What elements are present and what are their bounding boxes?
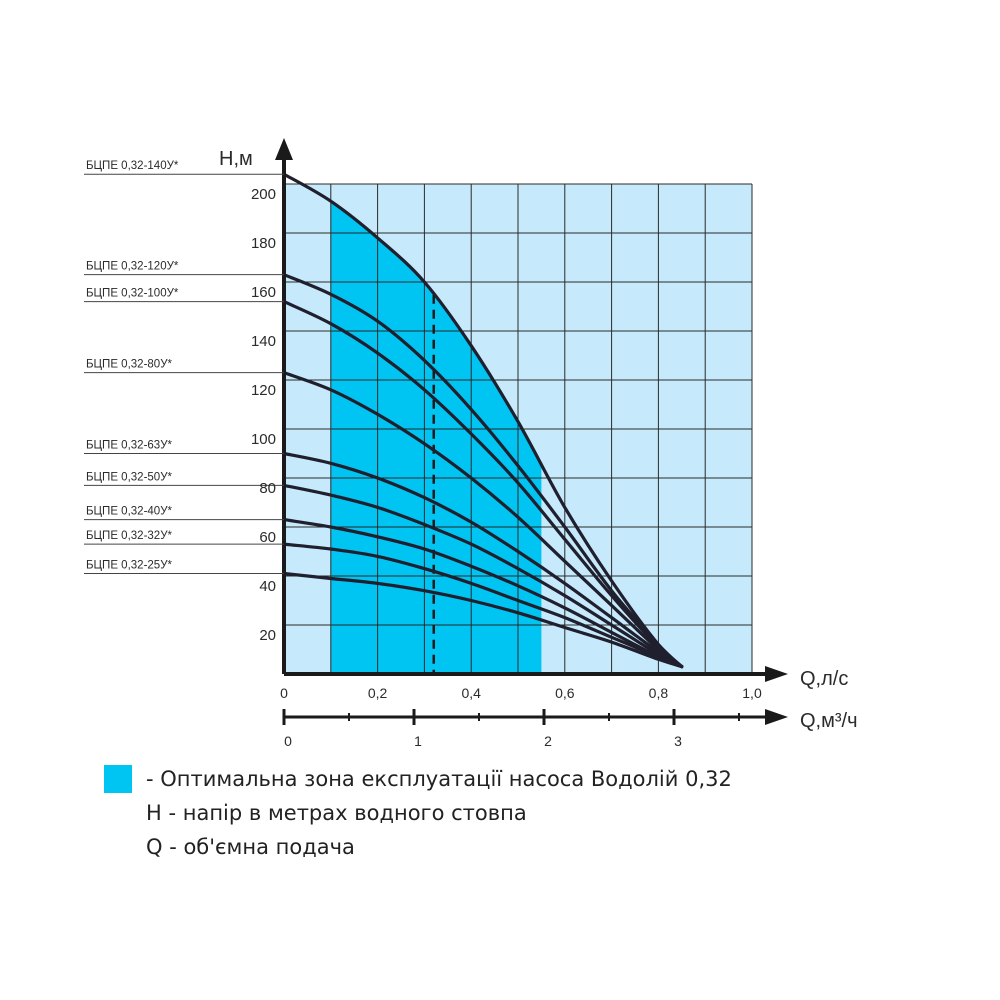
legend-optimal-zone-text: - Оптимальна зона експлуатації насоса Во… — [146, 767, 732, 791]
series-label-3: БЦПЕ 0,32-80У* — [86, 359, 172, 371]
series-curve-1 — [282, 273, 684, 669]
series-label-2: БЦПЕ 0,32-100У* — [86, 288, 179, 300]
series-curve-4 — [282, 451, 684, 669]
x-tick-label-5: 1,0 — [742, 685, 762, 701]
series-label-4: БЦПЕ 0,32-63У* — [86, 440, 172, 452]
y-tick-label-7: 160 — [251, 284, 276, 301]
series-label-0: БЦПЕ 0,32-140У* — [86, 160, 179, 172]
series-curve-0 — [282, 172, 684, 669]
y-axis-title: Н,м — [219, 148, 253, 170]
x-tick-label-2: 0,4 — [461, 685, 481, 701]
series-label-1: БЦПЕ 0,32-120У* — [86, 261, 179, 273]
x2-axis-arrow-icon — [765, 709, 788, 725]
pump-curves-chart: БЦПЕ 0,32-140У* БЦПЕ 0,32-120У* БЦПЕ 0,32-… — [84, 138, 858, 749]
legend-h-definition: Н - напір в метрах водного стовпа — [146, 796, 732, 830]
x2-axis-title: Q,м³/ч — [800, 710, 858, 732]
legend-q-definition: Q - об'ємна подача — [146, 830, 732, 864]
x2-tick-label-2: 2 — [544, 733, 552, 749]
y-tick-label-6: 140 — [251, 333, 276, 350]
x2-tick-label-3: 3 — [674, 733, 682, 749]
series-curve-8 — [282, 571, 684, 669]
optimal-zone-swatch — [104, 765, 132, 793]
y-tick-label-3: 80 — [259, 480, 276, 497]
x-tick-label-0: 0 — [280, 685, 288, 701]
x-axis-title: Q,л/с — [800, 668, 848, 690]
series-curve-3 — [282, 371, 684, 669]
y-tick-label-1: 40 — [259, 578, 276, 595]
x-axis-arrow-icon — [765, 666, 788, 682]
series-label-8: БЦПЕ 0,32-25У* — [86, 560, 172, 572]
y-tick-label-8: 180 — [251, 235, 276, 252]
y-tick-label-4: 100 — [251, 431, 276, 448]
series-label-5: БЦПЕ 0,32-50У* — [86, 471, 172, 483]
optimal-zone-area — [330, 201, 542, 674]
x-tick-label-1: 0,2 — [368, 685, 388, 701]
series-curve-2 — [282, 300, 684, 669]
y-tick-label-0: 20 — [259, 627, 276, 644]
series-label-6: БЦПЕ 0,32-40У* — [86, 506, 172, 518]
x-tick-label-3: 0,6 — [555, 685, 575, 701]
legend-q-text: Q - об'ємна подача — [146, 835, 355, 859]
x2-tick-label-1: 1 — [414, 733, 422, 749]
series-label-7: БЦПЕ 0,32-32У* — [86, 530, 172, 542]
y-axis-arrow-icon — [275, 138, 293, 160]
legend: - Оптимальна зона експлуатації насоса Во… — [104, 762, 732, 864]
y-tick-label-9: 200 — [251, 186, 276, 203]
legend-h-text: Н - напір в метрах водного стовпа — [146, 801, 527, 825]
y-tick-label-2: 60 — [259, 529, 276, 546]
x2-tick-label-0: 0 — [284, 733, 292, 749]
legend-optimal-zone: - Оптимальна зона експлуатації насоса Во… — [104, 762, 732, 796]
series-curve-7 — [282, 542, 684, 669]
x-tick-label-4: 0,8 — [649, 685, 669, 701]
series-curve-6 — [282, 518, 684, 669]
series-curve-5 — [282, 483, 684, 669]
y-tick-label-5: 120 — [251, 382, 276, 399]
